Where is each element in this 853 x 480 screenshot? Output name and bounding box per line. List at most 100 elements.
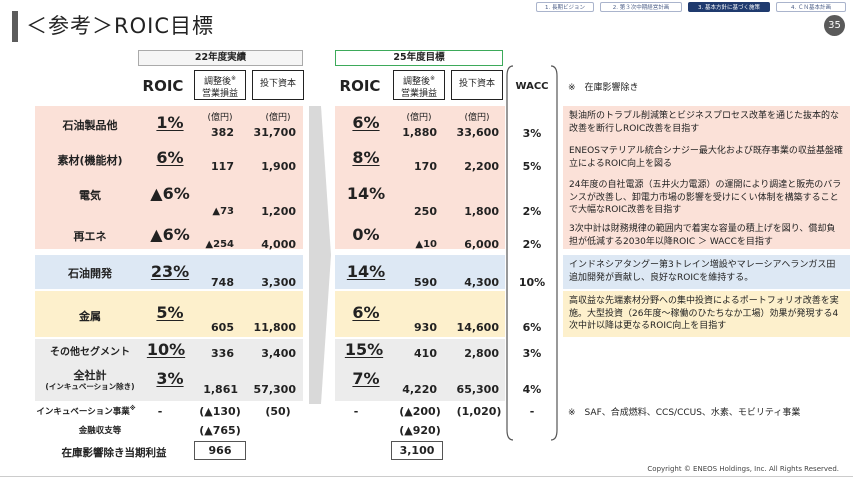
comment: インドネシアタングー第3トレイン増設やマレーシアヘランガス田追加開発が貢献し、良… xyxy=(569,260,836,283)
note-inventory: ※ 在庫影響除き xyxy=(568,83,639,93)
wacc: 4% xyxy=(522,383,542,396)
incubation-roic-25: - xyxy=(353,405,359,418)
wacc: 10% xyxy=(518,276,546,289)
cap-25: 4,300 xyxy=(464,276,499,289)
band-comment-blue xyxy=(563,255,850,289)
comment: 3次中計は財務規律の範囲内で着実な容量の積上げを図り、償却負担が低減する2030… xyxy=(569,224,836,247)
tab-cn-plan[interactable]: 4. ＣＮ基本計画 xyxy=(776,2,846,12)
incubation-label: インキュベーション事業※ xyxy=(36,405,136,417)
tab-basic-policy-measures[interactable]: 3. 基本方針に基づく施策 xyxy=(688,2,770,12)
band-22-blue xyxy=(35,255,303,289)
incubation-op-25: (▲200) xyxy=(399,405,441,418)
col-roic-25: ROIC xyxy=(339,77,381,95)
roic-25: 7% xyxy=(352,369,380,388)
cap-25: 2,800 xyxy=(464,347,499,360)
col-adjusted-op-25: 調整後※ 営業損益 xyxy=(393,70,445,100)
col-adjusted-op-22: 調整後※ 営業損益 xyxy=(194,70,246,100)
col-capital-22: 投下資本 xyxy=(252,70,304,100)
roic-25: 6% xyxy=(352,113,380,132)
row-label: 素材(機能材) xyxy=(57,154,123,167)
roic-25: 6% xyxy=(352,303,380,322)
comment: 高収益な先端素材分野への集中投資によるポートフォリオ改善を実施。大型投資（26年… xyxy=(569,296,839,331)
incubation-cap-25: (1,020) xyxy=(456,405,502,418)
roic-22: ▲6% xyxy=(150,225,190,244)
tab-long-term-vision[interactable]: 1. 長期ビジョン xyxy=(536,2,594,12)
band-22-red xyxy=(35,106,303,249)
row-label: 金属 xyxy=(79,310,101,323)
op-25: 4,220 xyxy=(402,383,437,396)
cap-22: 3,300 xyxy=(261,276,296,289)
cap-25: 1,800 xyxy=(464,205,499,218)
band-22-gray xyxy=(35,339,303,401)
row-label: 石油製品他 xyxy=(62,119,118,132)
cap-22: 1,900 xyxy=(261,160,296,173)
op-22: 605 xyxy=(211,321,234,334)
cap-25: 33,600 xyxy=(456,126,499,139)
op-25: ▲10 xyxy=(415,239,437,250)
wacc: 3% xyxy=(522,347,542,360)
op-22: ▲254 xyxy=(205,239,234,250)
net-income-label: 在庫影響除き当期利益 xyxy=(61,447,167,459)
op-25: 410 xyxy=(414,347,437,360)
row-sublabel: (インキュベーション除き) xyxy=(45,382,135,391)
footer-divider xyxy=(0,476,853,477)
cap-25: 2,200 xyxy=(464,160,499,173)
op-25: 250 xyxy=(414,205,437,218)
row-label: 石油開発 xyxy=(68,267,112,280)
page-title: ＜参考＞ROIC目標 xyxy=(26,14,214,38)
band-25-yellow xyxy=(335,291,505,337)
comment: 24年度の自社電源（五井火力電源）の運開により調達と販売のバランスが改善し、卸電… xyxy=(569,180,842,215)
cap-22: 57,300 xyxy=(253,383,296,396)
header-25-target: 25年度目標 xyxy=(335,50,503,66)
op-25: 170 xyxy=(414,160,437,173)
band-25-blue xyxy=(335,255,505,289)
finance-25: (▲920) xyxy=(399,424,441,437)
unit-op-25: (億円) xyxy=(406,113,432,123)
comment: ENEOSマテリアル統合シナジー最大化および既存事業の収益基盤確立によるROIC… xyxy=(569,146,843,169)
band-25-red xyxy=(335,106,505,249)
band-comment-yellow xyxy=(563,291,850,337)
cap-25: 65,300 xyxy=(456,383,499,396)
op-22: 382 xyxy=(211,126,234,139)
finance-22: (▲765) xyxy=(199,424,241,437)
op-22: ▲73 xyxy=(212,206,234,217)
cap-22: 1,200 xyxy=(261,205,296,218)
incubation-op-22: (▲130) xyxy=(199,405,241,418)
net-income-22: 966 xyxy=(194,441,246,460)
roic-22: 3% xyxy=(156,369,184,388)
op-22: 748 xyxy=(211,276,234,289)
roic-25: 8% xyxy=(352,148,380,167)
incubation-wacc: - xyxy=(529,405,535,418)
row-label: 全社計 xyxy=(73,369,107,382)
incubation-roic-22: - xyxy=(157,405,163,418)
progress-arrow xyxy=(309,106,331,404)
wacc: 6% xyxy=(522,321,542,334)
roic-22: 6% xyxy=(156,148,184,167)
wacc-bracket xyxy=(506,65,558,441)
roic-25: 15% xyxy=(344,340,384,359)
copyright: Copyright © ENEOS Holdings, Inc. All Rig… xyxy=(647,465,839,473)
wacc: 2% xyxy=(522,205,542,218)
op-25: 590 xyxy=(414,276,437,289)
cap-25: 6,000 xyxy=(464,238,499,251)
row-label: その他セグメント xyxy=(50,347,130,358)
roic-25: 14% xyxy=(346,262,386,281)
op-22: 1,861 xyxy=(203,383,238,396)
wacc: 5% xyxy=(522,160,542,173)
row-label: 再エネ xyxy=(73,230,107,243)
op-22: 336 xyxy=(211,347,234,360)
col-roic-22: ROIC xyxy=(142,77,184,95)
note-incubation: ※ SAF、合成燃料、CCS/CCUS、水素、モビリティ事業 xyxy=(568,408,801,418)
comment: 製油所のトラブル削減策とビジネスプロセス改革を通じた抜本的な改善を断行しROIC… xyxy=(569,111,840,134)
net-income-25: 3,100 xyxy=(391,441,443,460)
op-25: 1,880 xyxy=(402,126,437,139)
cap-25: 14,600 xyxy=(456,321,499,334)
band-comment-red xyxy=(563,106,850,249)
title-accent-bar xyxy=(12,11,18,42)
col-wacc: WACC xyxy=(515,81,549,92)
header-22-actual: 22年度実績 xyxy=(138,50,303,66)
roic-25: 0% xyxy=(352,225,380,244)
tab-third-mid-term-plan[interactable]: 2. 第３次中期経営計画 xyxy=(600,2,682,12)
roic-25: 14% xyxy=(346,184,386,203)
band-22-yellow xyxy=(35,291,303,337)
